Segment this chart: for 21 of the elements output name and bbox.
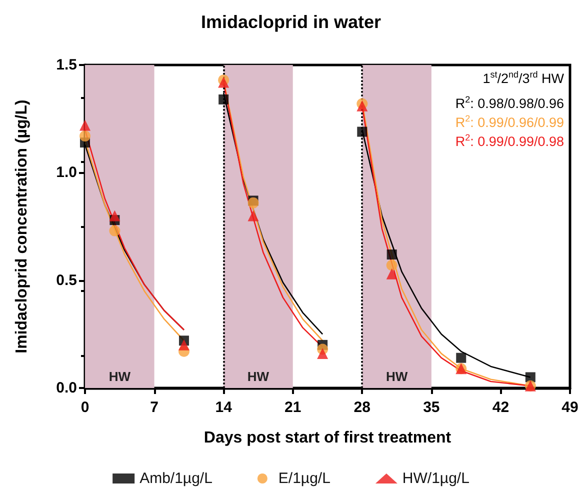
x-tick-label: 42	[492, 399, 510, 416]
x-axis-title: Days post start of first treatment	[204, 430, 452, 446]
y-tick-label: 1.0	[56, 164, 77, 182]
x-tick-label: 14	[215, 399, 233, 416]
x-tick-label: 7	[150, 399, 158, 416]
x-tick-label: 28	[354, 399, 370, 416]
x-tick-label: 21	[284, 399, 302, 416]
x-tick-label: 49	[562, 399, 578, 416]
y-axis-title: Imidacloprid concentration (µg/L)	[14, 100, 30, 354]
x-tick-label: 35	[423, 399, 440, 416]
legend-label: E/1µg/L	[278, 470, 330, 487]
legend-label: Amb/1µg/L	[140, 470, 212, 487]
y-tick-label: 0.5	[56, 272, 77, 289]
band-label: HW	[108, 369, 132, 384]
legend-label: HW/1µg/L	[402, 470, 470, 487]
y-tick-label: 0.0	[56, 380, 77, 396]
y-tick-label: 1.5	[56, 56, 77, 74]
band-label: HW	[247, 369, 270, 384]
x-tick-label: 0	[80, 399, 90, 416]
band-label: HW	[386, 369, 408, 384]
chart-title: Imidacloprid in water	[200, 12, 382, 32]
